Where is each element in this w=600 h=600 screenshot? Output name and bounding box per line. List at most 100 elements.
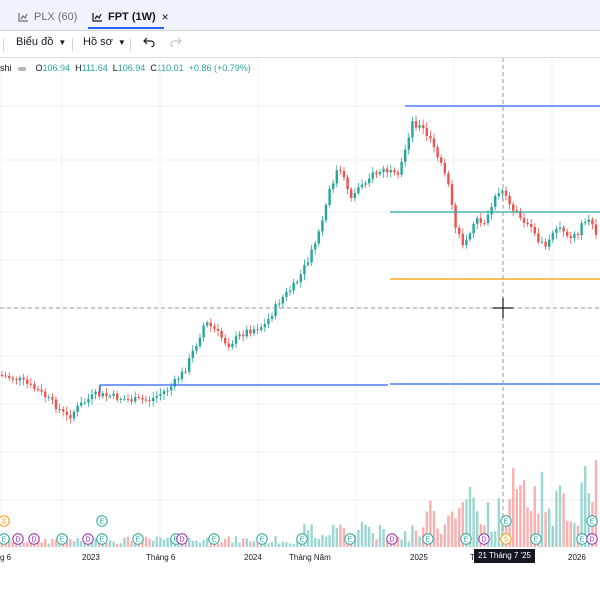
volume-bar [44, 538, 47, 547]
event-marker[interactable]: E [500, 515, 512, 527]
volume-bar [429, 500, 432, 547]
event-marker[interactable]: D [176, 533, 188, 545]
event-marker[interactable]: D [586, 533, 598, 545]
event-marker[interactable]: S [0, 515, 10, 527]
event-marker[interactable]: D [28, 533, 40, 545]
volume-bar [90, 541, 94, 547]
redo-button[interactable] [170, 37, 182, 47]
bottom-area [0, 568, 600, 600]
candle-body [242, 334, 245, 337]
event-marker[interactable]: E [256, 533, 268, 545]
volume-bar [29, 542, 32, 547]
event-marker[interactable]: E [96, 533, 108, 545]
volume-bar [551, 525, 554, 547]
svg-text:D: D [85, 537, 90, 544]
candle-body [353, 193, 356, 198]
candle-body [404, 149, 407, 162]
candle-body [479, 218, 482, 223]
chevron-down-icon: ▼ [117, 37, 126, 47]
volume-bar [155, 536, 158, 547]
event-marker[interactable]: D [82, 533, 94, 545]
volume-bar [159, 537, 162, 547]
volume-bar [472, 497, 475, 547]
horizontal-lines [99, 105, 600, 393]
volume-bar [375, 539, 378, 547]
candle-body [350, 189, 353, 198]
candle-body [454, 204, 457, 228]
candle-body [220, 330, 223, 338]
toolbar-separator [3, 38, 4, 51]
candle-body [483, 222, 486, 224]
candle-body [573, 233, 576, 239]
candle-body [198, 337, 202, 347]
event-marker[interactable]: E [344, 533, 356, 545]
close-icon[interactable]: × [161, 10, 169, 24]
event-marker[interactable]: E [0, 533, 10, 545]
volume-bar [130, 541, 133, 547]
event-marker[interactable]: D [478, 533, 490, 545]
event-marker[interactable]: E [96, 515, 108, 527]
event-marker[interactable]: E [132, 533, 144, 545]
volume-bar [224, 538, 227, 547]
volume-bar [177, 542, 180, 547]
eye-icon[interactable] [17, 66, 26, 71]
event-marker[interactable]: E [208, 533, 220, 545]
volume-bar [126, 536, 130, 547]
event-marker[interactable]: E [460, 533, 472, 545]
candle-body [303, 264, 306, 275]
tab-plx[interactable]: PLX (60) [18, 6, 77, 28]
candle-body [234, 336, 238, 344]
chart-menu-button[interactable]: Biểu đồ ▼ [16, 36, 66, 48]
volume-bar [152, 540, 155, 547]
volume-bar [274, 536, 277, 547]
time-axis-label: Tháng 6 [146, 553, 176, 562]
event-marker[interactable]: E [530, 533, 542, 545]
candle-body [51, 397, 54, 400]
volume-bar [425, 511, 428, 547]
candle-body [281, 296, 284, 304]
event-marker[interactable]: E [422, 533, 434, 545]
volume-bar [404, 530, 407, 547]
volume-bar [566, 520, 569, 547]
tab-plx-label: PLX (60) [34, 11, 78, 23]
time-axis-label: 2025 [410, 553, 428, 562]
volume-bar [62, 542, 65, 547]
event-marker[interactable]: D [386, 533, 398, 545]
candle-body [83, 402, 86, 404]
price-chart[interactable]: SE D D E DEE E E D E E E E D E E DES E EED [0, 0, 600, 568]
volume-bar [76, 538, 79, 547]
event-marker[interactable]: E [296, 533, 308, 545]
svg-text:E: E [504, 519, 509, 526]
candle-body [231, 343, 234, 348]
candle-body [170, 386, 173, 391]
candle-body [346, 177, 349, 190]
candle-body [90, 394, 94, 400]
event-markers: SE D D E DEE E E D E E E E D E E DES E EED [0, 515, 598, 545]
candle-body [206, 322, 209, 326]
event-marker[interactable]: D [12, 533, 24, 545]
low-value: 106.94 [117, 63, 146, 73]
event-marker[interactable]: S [500, 533, 512, 545]
undo-button[interactable] [143, 37, 155, 47]
svg-text:E: E [580, 537, 585, 544]
candle-body [296, 281, 299, 283]
volume-bar [494, 531, 497, 547]
event-marker[interactable]: E [586, 515, 598, 527]
candle-body [544, 241, 547, 247]
svg-text:E: E [174, 537, 179, 544]
volume-bar [544, 512, 547, 547]
candle-body [411, 121, 414, 138]
tab-fpt[interactable]: FPT (1W) × [92, 6, 169, 28]
candle-body [400, 161, 403, 175]
event-marker[interactable]: E [56, 533, 68, 545]
volume-bar [418, 536, 421, 547]
volume-bar [411, 525, 414, 547]
volume-bar [533, 486, 536, 547]
volume-bar [504, 518, 508, 547]
svg-text:E: E [136, 537, 141, 544]
candle-body [566, 231, 569, 236]
candle-body [562, 227, 565, 232]
event-marker[interactable]: E [576, 533, 588, 545]
profile-menu-button[interactable]: Hồ sơ ▼ [83, 36, 126, 48]
volume-bar [54, 540, 58, 547]
